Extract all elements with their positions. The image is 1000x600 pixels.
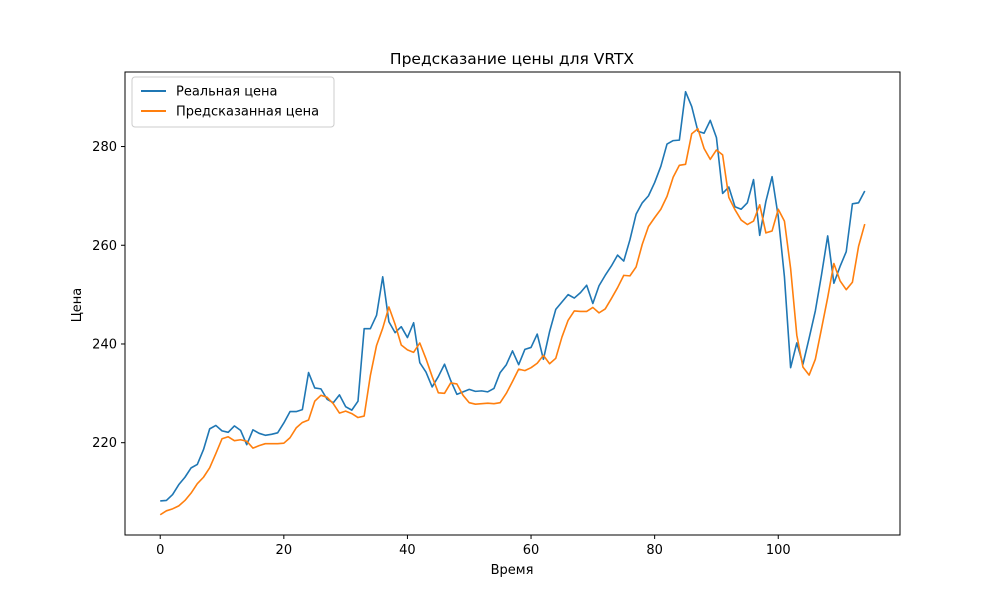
y-axis-label: Цена: [70, 288, 85, 323]
x-tick-label: 60: [523, 543, 540, 558]
x-tick-label: 0: [156, 543, 164, 558]
y-tick-label: 260: [92, 239, 117, 254]
y-tick-label: 240: [92, 337, 117, 352]
y-axis-ticks: 220 240 260 280: [92, 140, 125, 451]
x-axis-label: Время: [491, 563, 534, 578]
y-tick-label: 220: [92, 436, 117, 451]
chart-title: Предсказание цены для VRTX: [390, 50, 635, 68]
x-tick-label: 100: [766, 543, 791, 558]
legend-box: [131, 76, 335, 128]
legend-label-predicted-price: Предсказанная цена: [176, 105, 319, 120]
series-predicted-price-line: [159, 127, 866, 516]
x-axis-ticks: 0 20 40 60 80 100: [156, 535, 791, 558]
x-tick-label: 20: [276, 543, 293, 558]
series-real-price-line: [160, 90, 866, 502]
y-tick-label: 280: [92, 140, 117, 155]
series-layer: [159, 90, 866, 516]
x-tick-label: 40: [399, 543, 416, 558]
legend-label-real-price: Реальная цена: [176, 85, 278, 100]
plot-frame: [124, 71, 901, 536]
x-tick-label: 80: [646, 543, 663, 558]
legend: Реальная цена Предсказанная цена: [131, 76, 335, 128]
